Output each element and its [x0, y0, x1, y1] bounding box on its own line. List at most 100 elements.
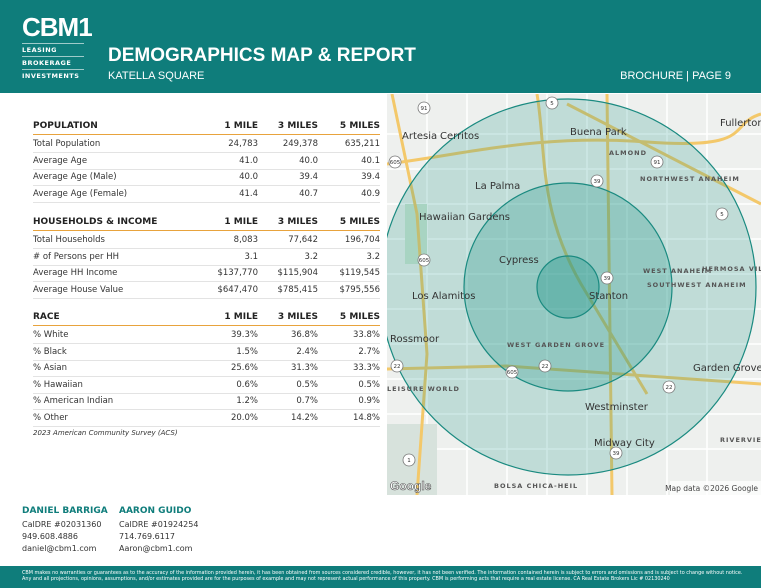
table-row: Total Population 24,783 249,378 635,211: [33, 136, 380, 153]
map-label: LEISURE WORLD: [387, 385, 460, 393]
freeways: [387, 94, 761, 495]
contact-phone: 714.769.6117: [119, 532, 175, 541]
map-label: Cypress: [499, 255, 539, 266]
footer: [0, 566, 761, 588]
cell-value: 40.9: [361, 188, 380, 199]
route-shield: [505, 365, 519, 379]
route-shield: [609, 446, 623, 460]
table-row: Total Households 8,083 77,642 196,704: [33, 232, 380, 249]
map-label: Buena Park: [570, 127, 627, 138]
cell-value: 40.0: [239, 172, 258, 183]
map-label: Cerritos: [440, 131, 479, 142]
route-shield-label: 91: [654, 160, 661, 166]
route-shield: [417, 101, 431, 115]
cell-value: 0.7%: [296, 396, 318, 407]
route-shield-label: 39: [594, 179, 601, 185]
park: [405, 204, 427, 264]
table-header-row: HOUSEHOLDS & INCOME 1 MILE 3 MILES 5 MILES: [33, 214, 380, 231]
cell-value: 20.0%: [230, 413, 258, 423]
row-label: Average Age (Male): [33, 172, 117, 183]
route-shield-label: 39: [604, 276, 611, 282]
table-row: % American Indian 1.2% 0.7% 0.9%: [33, 393, 380, 411]
cell-value: 25.6%: [230, 363, 258, 374]
table-row: % Asian 25.6% 31.3% 33.3%: [33, 360, 380, 378]
route-shield-label: 605: [419, 258, 430, 264]
route-shield: [715, 207, 729, 221]
table-row: % Black 1.5% 2.4% 2.7%: [33, 344, 380, 361]
row-label: POPULATION: [33, 121, 98, 131]
row-label: % Black: [33, 346, 67, 357]
cell-value: 31.3%: [290, 363, 318, 374]
map-label: ALMOND: [609, 149, 647, 157]
route-shield-label: 1: [407, 458, 411, 464]
logo-line: LEASING: [22, 43, 84, 54]
map-label: Westminster: [585, 402, 649, 413]
table-header-row: RACE 1 MILE 3 MILES 5 MILES: [33, 309, 380, 326]
cell-value: $137,770: [217, 268, 258, 279]
row-label: Average Age: [33, 155, 88, 166]
map-label: Garden Grove: [693, 363, 761, 374]
map-label: NORTHWEST ANAHEIM: [640, 175, 740, 183]
table-row: % Other 20.0% 14.2% 14.8%: [33, 410, 380, 427]
row-label: Average HH Income: [33, 268, 118, 279]
table-row: % Hawaiian 0.6% 0.5% 0.5%: [33, 377, 380, 394]
route-shield-label: 22: [666, 385, 673, 391]
cell-value: 3 MILES: [277, 217, 318, 227]
row-label: Total Households: [33, 235, 105, 245]
cell-value: 39.4: [361, 172, 380, 183]
map-label: Midway City: [594, 438, 655, 449]
table-row: % White 39.3% 36.8% 33.8%: [33, 327, 380, 344]
cell-value: 8,083: [233, 235, 258, 245]
cell-value: 77,642: [288, 235, 318, 245]
map-background: [387, 94, 761, 495]
map-labels: Fullerton Artesia Cerritos Buena Park ALMOND…: [387, 96, 761, 495]
cell-value: 5 MILES: [339, 121, 380, 131]
route-shield-label: 39: [613, 451, 620, 457]
route-shield: [545, 96, 559, 110]
route-shield-label: 605: [390, 160, 401, 166]
route-shield-label: 5: [550, 101, 554, 107]
cell-value: 3.1: [244, 251, 258, 262]
cell-value: 249,378: [282, 139, 318, 149]
map-label: RIVERVIEW WEST: [720, 436, 761, 444]
cell-value: 635,211: [344, 139, 380, 149]
route-shield-label: 22: [542, 364, 549, 370]
cell-value: $119,545: [339, 268, 380, 279]
cell-value: 0.9%: [358, 396, 380, 407]
cell-value: 1 MILE: [224, 121, 258, 131]
table-row: # of Persons per HH 3.1 3.2 3.2: [33, 249, 380, 266]
cell-value: 2.7%: [358, 346, 380, 357]
map-label: HERMOSA VILLAGE: [702, 265, 761, 273]
row-label: RACE: [33, 312, 60, 322]
route-shield-label: 22: [394, 364, 401, 370]
attribution-bg: [670, 481, 761, 495]
map-attribution: Map data ©2026 Google: [665, 484, 758, 493]
map-label: WEST ANAHEIM: [643, 267, 712, 275]
cell-value: 1.2%: [236, 396, 258, 407]
radius-1-mile: [536, 255, 600, 319]
map-provider-logo: Google: [390, 479, 432, 493]
logo: CBM1: [22, 12, 93, 42]
cell-value: 41.4: [239, 188, 258, 199]
page-number: BROCHURE | PAGE 9: [620, 70, 731, 82]
map-label: Fullerton: [720, 118, 761, 129]
route-shield: [390, 359, 404, 373]
table-row: Average Age (Female) 41.4 40.7 40.9: [33, 186, 380, 203]
row-label: % Other: [33, 413, 68, 423]
cell-value: 3 MILES: [277, 312, 318, 322]
map-label: Stanton: [589, 291, 628, 302]
route-shield: [417, 253, 431, 267]
map-label: Artesia: [402, 131, 437, 142]
route-shield-label: 91: [421, 106, 428, 112]
logo-line: INVESTMENTS: [22, 69, 84, 80]
row-label: % American Indian: [33, 396, 114, 407]
contact-license: CalDRE #01924254: [119, 520, 199, 529]
cell-value: 39.3%: [230, 330, 258, 340]
cell-value: 41.0: [239, 155, 258, 166]
route-shield: [600, 271, 614, 285]
map-label: WEST GARDEN GROVE: [507, 341, 605, 349]
disclaimer: CBM makes no warranties or guarantees as…: [22, 570, 743, 582]
subtitle: KATELLA SQUARE: [108, 70, 205, 82]
cell-value: 14.2%: [290, 413, 318, 423]
row-label: % White: [33, 330, 69, 340]
